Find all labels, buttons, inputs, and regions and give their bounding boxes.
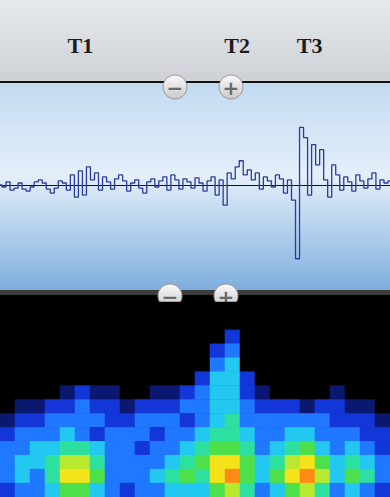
svg-text:−: − [167,76,184,100]
svg-text:T2: T2 [224,33,250,58]
svg-text:T3: T3 [297,33,323,58]
svg-text:T1: T1 [68,33,94,58]
svg-text:+: + [223,76,240,100]
